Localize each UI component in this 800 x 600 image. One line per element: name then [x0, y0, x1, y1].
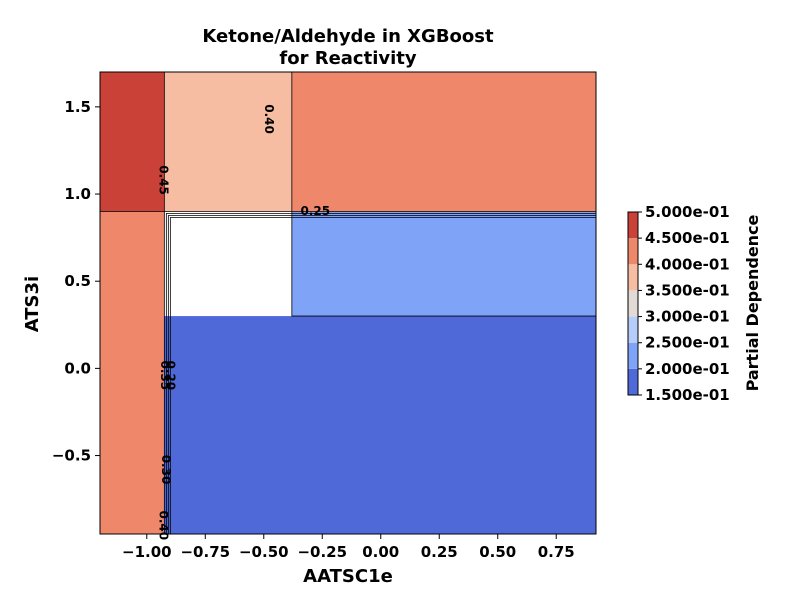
- colorbar-tick-label: 4.000e-01: [645, 255, 730, 273]
- chart-title-line2: for Reactivity: [279, 48, 417, 69]
- y-tick-label: 0.0: [64, 359, 91, 377]
- colorbar-band: [628, 342, 638, 369]
- colorbar-band: [628, 238, 638, 265]
- colorbar-band: [628, 290, 638, 317]
- y-tick-label: 1.0: [64, 185, 91, 203]
- y-axis: −0.5 0.0 0.5 1.0 1.5: [52, 98, 100, 465]
- x-tick-label: 0.00: [362, 543, 399, 561]
- contour-line-band-3: [169, 217, 596, 534]
- colorbar-band: [628, 368, 638, 395]
- y-tick-label: −0.5: [52, 447, 91, 465]
- colorbar-tick-label: 5.000e-01: [645, 203, 730, 221]
- colorbar-tick-label: 4.500e-01: [645, 229, 730, 247]
- plot-area: 0.40 0.45 0.25 0.200.35 0.30 0.40: [99, 71, 597, 540]
- contour-line-band-2: [167, 215, 596, 534]
- x-tick-label: −0.25: [297, 543, 347, 561]
- x-axis: −1.00 −0.75 −0.50 −0.25 0.00 0.25 0.50 0.75: [122, 534, 575, 561]
- colorbar-tick-label: 2.500e-01: [645, 334, 730, 352]
- contour-label-5: 0.30: [159, 455, 173, 485]
- x-axis-label: AATSC1e: [303, 566, 393, 587]
- contour-label-6: 0.40: [157, 510, 171, 540]
- y-axis-label: ATS3i: [22, 276, 43, 332]
- colorbar-label: Partial Dependence: [743, 214, 762, 391]
- contour-label-1: 0.45: [157, 165, 171, 195]
- chart-title-line1: Ketone/Aldehyde in XGBoost: [202, 26, 494, 47]
- contour-label-0: 0.40: [262, 104, 276, 134]
- colorbar-frame: [627, 211, 639, 396]
- colorbar-band: [628, 212, 638, 239]
- plot-frame: [99, 71, 597, 535]
- y-tick-label: 0.5: [64, 272, 91, 290]
- x-tick-label: 0.50: [479, 543, 516, 561]
- x-tick-label: −1.00: [122, 543, 172, 561]
- x-tick-label: 0.75: [538, 543, 575, 561]
- colorbar-tick-label: 3.000e-01: [645, 308, 730, 326]
- contour-region-left-strip: [100, 211, 165, 535]
- y-tick-label: 1.5: [64, 98, 91, 116]
- colorbar: 1.500e-01 2.000e-01 2.500e-01 3.000e-01 3.50…: [627, 203, 730, 404]
- contour-region-top-right: [291, 72, 596, 212]
- x-tick-label: −0.75: [180, 543, 230, 561]
- colorbar-tick-label: 3.500e-01: [645, 281, 730, 299]
- contour-region-middle-right: [291, 211, 596, 317]
- contour-label-4: 0.35: [158, 361, 172, 391]
- contour-label-2: 0.25: [300, 204, 330, 218]
- x-tick-label: 0.25: [421, 543, 458, 561]
- contour-label-3: 0.20: [164, 361, 178, 391]
- contour-line-inner-step: [291, 211, 596, 317]
- colorbar-tick-label: 2.000e-01: [645, 360, 730, 378]
- colorbar-band: [628, 264, 638, 291]
- colorbar-band: [628, 316, 638, 343]
- colorbar-tick-label: 1.500e-01: [645, 386, 730, 404]
- contour-region-top-middle: [164, 72, 292, 212]
- contour-region-top-left: [100, 72, 165, 212]
- x-tick-label: −0.50: [239, 543, 289, 561]
- contour-region-bottom-main: [164, 316, 596, 534]
- contour-line-band-1: [165, 213, 596, 534]
